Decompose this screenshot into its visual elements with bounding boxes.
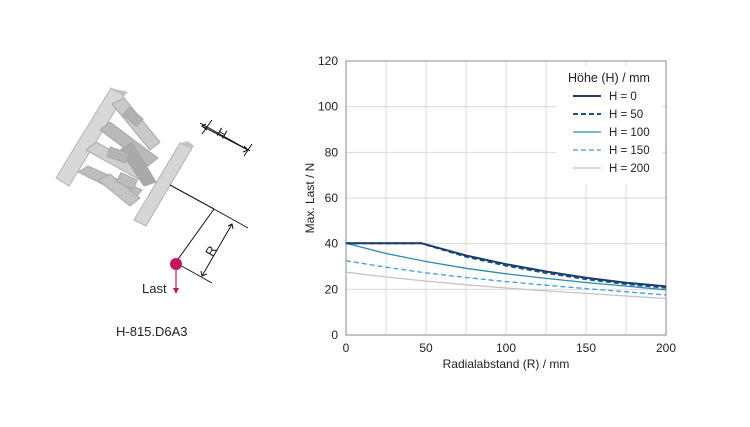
load-arrow-head bbox=[173, 288, 179, 294]
legend-box bbox=[556, 66, 662, 184]
load-label: Last bbox=[142, 281, 167, 296]
hexapod-illustration bbox=[55, 87, 194, 227]
series-lines bbox=[345, 242, 667, 300]
x-tick-label: 50 bbox=[419, 341, 433, 355]
model-label: H-815.D6A3 bbox=[116, 324, 188, 339]
y-tick-label: 120 bbox=[318, 54, 338, 68]
series-line-h-100 bbox=[345, 242, 667, 291]
dimension-lines bbox=[169, 119, 253, 284]
legend-title: Höhe (H) / mm bbox=[568, 71, 650, 85]
load-point bbox=[170, 258, 182, 270]
y-tick-label: 40 bbox=[325, 237, 339, 251]
y-tick-label: 80 bbox=[325, 145, 339, 159]
y-axis-title: Max. Last / N bbox=[303, 163, 317, 234]
hexapod-struts bbox=[76, 97, 161, 207]
x-tick-label: 0 bbox=[343, 341, 350, 355]
legend-label: H = 100 bbox=[609, 127, 650, 139]
legend-label: H = 150 bbox=[609, 145, 650, 157]
y-tick-label: 20 bbox=[325, 282, 339, 296]
hexapod-diagram: H R Last H-815.D6A3 bbox=[55, 87, 253, 339]
x-tick-label: 200 bbox=[656, 341, 676, 355]
tick-labels: 0 50 100 150 200 0 20 40 60 80 100 120 bbox=[318, 54, 676, 355]
series-line-h-150 bbox=[345, 260, 667, 296]
plot-frame bbox=[345, 60, 667, 336]
y-tick-label: 0 bbox=[331, 328, 338, 342]
series-line-h-0 bbox=[346, 242, 667, 288]
legend: Höhe (H) / mm H = 0 H = 50 H = 100 H = 150 H … bbox=[568, 71, 650, 175]
series-line-h-200 bbox=[345, 271, 667, 300]
x-axis-title: Radialabstand (R) / mm bbox=[443, 357, 570, 371]
x-tick-label: 100 bbox=[496, 341, 516, 355]
legend-label: H = 0 bbox=[609, 91, 637, 103]
legend-label: H = 200 bbox=[609, 163, 650, 175]
legend-label: H = 50 bbox=[609, 109, 643, 121]
y-tick-label: 60 bbox=[325, 191, 339, 205]
x-tick-label: 150 bbox=[576, 341, 596, 355]
y-tick-label: 100 bbox=[318, 100, 338, 114]
